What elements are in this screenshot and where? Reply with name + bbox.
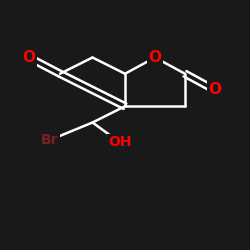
Text: O: O [208, 82, 222, 98]
Text: O: O [148, 50, 162, 65]
Text: OH: OH [108, 136, 132, 149]
Text: Br: Br [41, 133, 59, 147]
Text: O: O [22, 50, 35, 65]
